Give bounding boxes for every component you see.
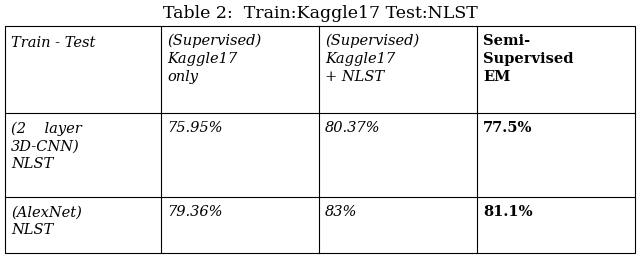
Text: (2    layer
3D-CNN)
NLST: (2 layer 3D-CNN) NLST — [11, 121, 82, 171]
Text: 75.95%: 75.95% — [167, 121, 223, 135]
Text: (AlexNet)
NLST: (AlexNet) NLST — [11, 205, 82, 237]
Text: 81.1%: 81.1% — [483, 205, 532, 219]
Text: 83%: 83% — [325, 205, 357, 219]
Text: Semi-
Supervised
EM: Semi- Supervised EM — [483, 34, 573, 84]
Text: (Supervised)
Kaggle17
only: (Supervised) Kaggle17 only — [167, 34, 261, 84]
Bar — [5, 26, 635, 253]
Text: 80.37%: 80.37% — [325, 121, 381, 135]
Text: 77.5%: 77.5% — [483, 121, 532, 135]
Text: Table 2:  Train:Kaggle17 Test:NLST: Table 2: Train:Kaggle17 Test:NLST — [163, 5, 477, 23]
Text: Train - Test: Train - Test — [11, 36, 95, 50]
Text: 79.36%: 79.36% — [167, 205, 223, 219]
Text: (Supervised)
Kaggle17
+ NLST: (Supervised) Kaggle17 + NLST — [325, 34, 419, 84]
